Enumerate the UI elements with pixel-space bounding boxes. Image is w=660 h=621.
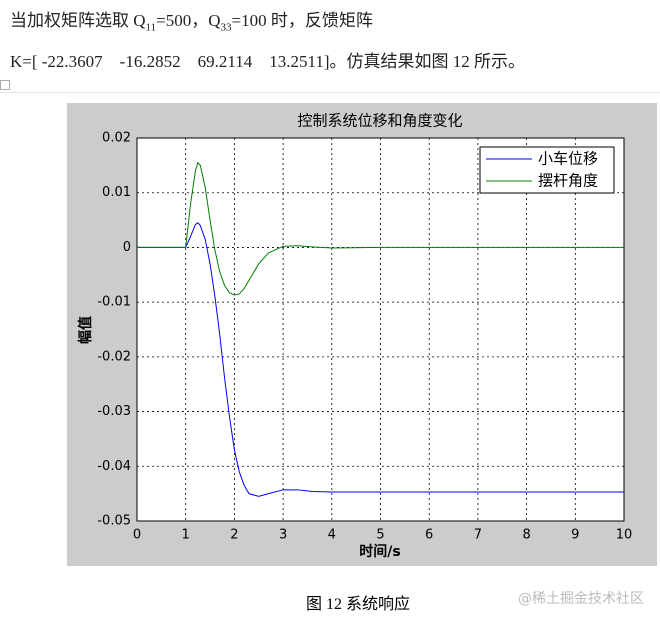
legend-box (479, 146, 615, 194)
watermark: @稀土掘金技术社区 (518, 591, 644, 607)
x-tick-label: 0 (133, 528, 141, 543)
x-tick-label: 8 (522, 528, 530, 543)
x-tick-label: 7 (474, 528, 482, 543)
x-tick-label: 2 (230, 528, 238, 543)
subscript: 11 (145, 21, 157, 34)
y-tick-label: 0 (123, 240, 131, 255)
x-tick-label: 1 (182, 528, 190, 543)
subscript: 33 (220, 21, 232, 34)
legend-label: 小车位移 (538, 150, 598, 168)
x-tick-label: 3 (279, 528, 287, 543)
separator (0, 92, 660, 93)
x-tick-label: 10 (616, 528, 633, 543)
y-tick-label: 0.02 (102, 131, 131, 146)
text-line: 当加权矩阵选取 Q11=500，Q33=100 时，反馈矩阵 (10, 6, 373, 33)
text: =100 时，反馈矩阵 (231, 11, 373, 30)
caption: 图 12 系统响应 (305, 596, 410, 613)
series-line (137, 161, 624, 296)
y-tick-label: -0.03 (97, 404, 131, 419)
x-tick-label: 9 (571, 528, 579, 543)
y-tick-label: -0.02 (97, 349, 131, 364)
x-tick-label: 6 (425, 528, 433, 543)
x-axis-label: 时间/s (359, 543, 400, 560)
y-axis-label: 幅值 (77, 316, 94, 344)
anchor-icon (0, 80, 10, 90)
text-line: K=[ -22.3607 -16.2852 69.2114 13.2511]。仿… (10, 52, 525, 71)
y-tick-label: 0.01 (102, 185, 131, 200)
text: =500，Q (156, 11, 221, 30)
y-tick-label: -0.01 (97, 295, 131, 310)
y-tick-label: -0.05 (97, 514, 131, 529)
x-tick-label: 5 (376, 528, 384, 543)
series-line (137, 222, 624, 497)
y-tick-label: -0.04 (97, 459, 131, 474)
chart-title: 控制系统位移和角度变化 (297, 112, 462, 130)
legend-label: 摆杆角度 (538, 172, 598, 190)
x-tick-label: 4 (328, 528, 336, 543)
text: 当加权矩阵选取 Q (10, 11, 146, 30)
